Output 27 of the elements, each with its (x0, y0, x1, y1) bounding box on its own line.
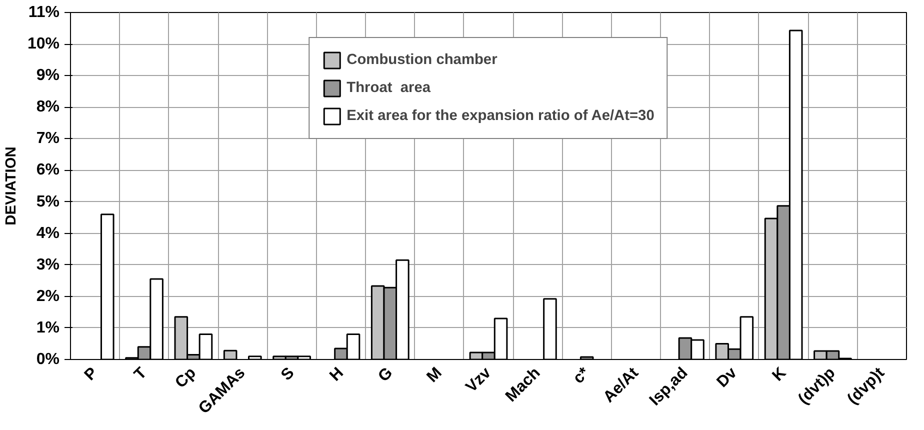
x-tick-label: P (82, 364, 102, 384)
x-tick-label: Cp (172, 364, 200, 392)
y-tick-label: 4% (36, 224, 60, 242)
x-tick-label: Vzv (462, 364, 495, 396)
legend-label: Combustion chamber (346, 52, 498, 68)
y-tick-label: 6% (36, 162, 60, 179)
x-tick-label: G (375, 364, 396, 386)
y-tick-label: 0% (36, 351, 60, 368)
y-tick-label: 1% (36, 319, 60, 336)
y-tick-label: 10% (27, 36, 60, 53)
legend-label: Exit area for the expansion ratio of Ae/At=30 (346, 108, 654, 124)
y-tick-label: 9% (36, 67, 60, 84)
y-tick-label: 2% (36, 288, 60, 305)
x-tick-label: S (278, 364, 298, 384)
y-tick-label: 7% (36, 130, 60, 148)
x-tick-label: M (424, 364, 446, 386)
x-tick-label: K (769, 364, 790, 385)
x-tick-label: c* (570, 364, 594, 388)
y-axis-title: DEVIATION (3, 146, 20, 226)
y-tick-label: 8% (36, 98, 60, 116)
x-tick-label: Dv (714, 364, 740, 391)
legend-label: Throat area (346, 80, 431, 96)
x-tick-label: H (326, 364, 347, 385)
y-tick-label: 5% (36, 193, 60, 210)
y-tick-label: 11% (28, 4, 60, 21)
x-tick-label: T (131, 364, 150, 384)
y-tick-label: 3% (36, 256, 60, 274)
